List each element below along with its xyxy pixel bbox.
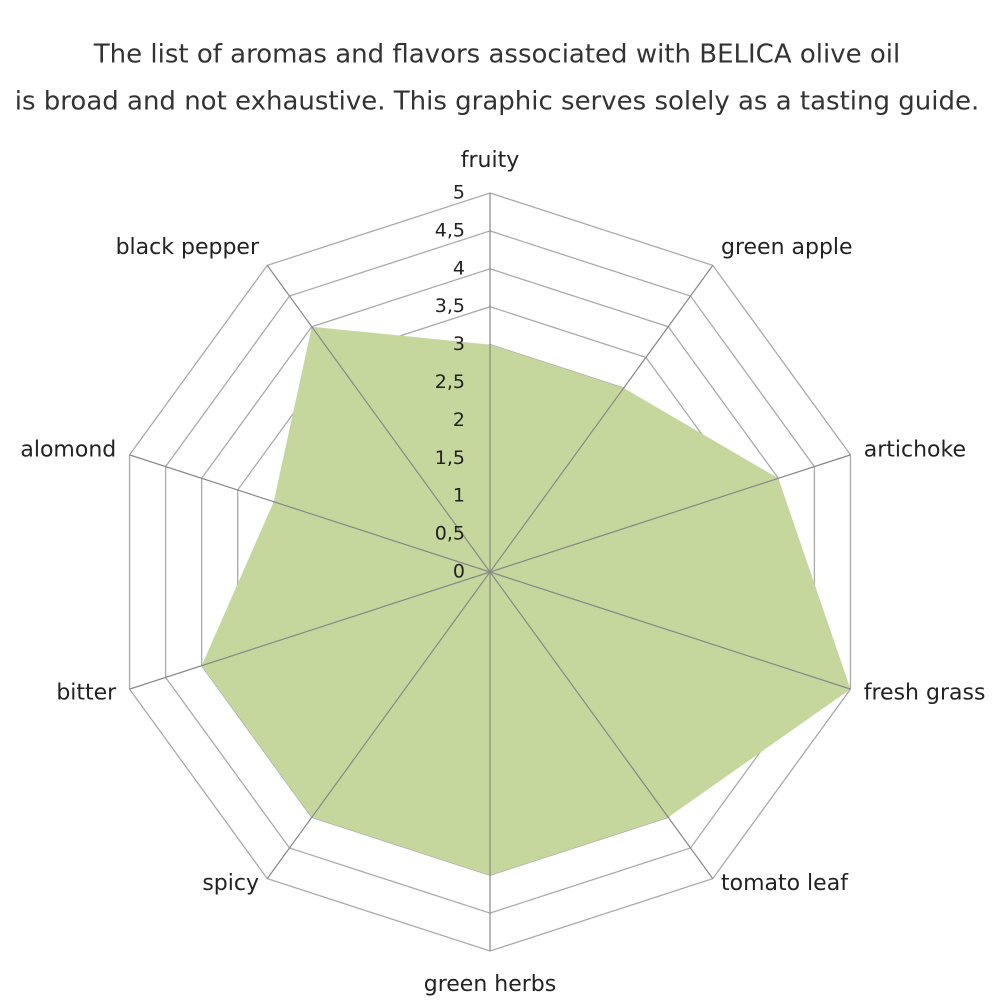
spoke bbox=[266, 571, 491, 879]
data-area bbox=[201, 326, 851, 876]
spoke bbox=[129, 454, 491, 573]
spoke bbox=[266, 265, 491, 573]
spoke bbox=[489, 571, 714, 879]
axis-label: fruity bbox=[461, 148, 520, 173]
axis-label: black pepper bbox=[116, 235, 260, 260]
tick-label: 5 bbox=[453, 182, 465, 204]
tick-label: 2 bbox=[453, 409, 465, 431]
axis-label: fresh grass bbox=[864, 680, 986, 705]
tick-label: 1,5 bbox=[435, 447, 465, 469]
tick-label: 2,5 bbox=[435, 371, 465, 393]
axis-label: bitter bbox=[56, 680, 117, 705]
tick-label: 3 bbox=[453, 333, 465, 355]
chart-title: is broad and not exhaustive. This graphi… bbox=[15, 87, 980, 117]
tick-label: 4,5 bbox=[435, 219, 465, 241]
spoke bbox=[489, 265, 714, 573]
tick-label: 0,5 bbox=[435, 523, 465, 545]
tick-label: 4 bbox=[453, 257, 465, 279]
axis-label: spicy bbox=[202, 871, 259, 896]
axis-label: artichoke bbox=[864, 438, 966, 463]
spoke bbox=[129, 571, 491, 690]
axis-label: green herbs bbox=[424, 972, 556, 997]
spoke bbox=[489, 454, 851, 573]
axis-label: alomond bbox=[20, 438, 116, 463]
chart-title: The list of aromas and flavors associate… bbox=[93, 40, 900, 70]
axis-label: green apple bbox=[721, 235, 853, 260]
tick-label: 0 bbox=[453, 561, 465, 583]
tick-label: 1 bbox=[453, 485, 465, 507]
axis-label: tomato leaf bbox=[721, 871, 849, 896]
tick-label: 3,5 bbox=[435, 295, 465, 317]
spoke bbox=[489, 571, 851, 690]
